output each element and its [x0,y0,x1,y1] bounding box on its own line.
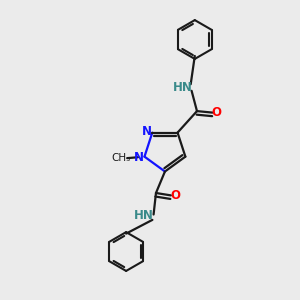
Text: HN: HN [134,208,153,222]
Text: N: N [134,151,144,164]
Text: N: N [142,124,152,138]
Text: O: O [170,189,180,202]
Text: HN: HN [173,81,193,94]
Text: O: O [212,106,222,118]
Text: CH₃: CH₃ [111,153,130,163]
